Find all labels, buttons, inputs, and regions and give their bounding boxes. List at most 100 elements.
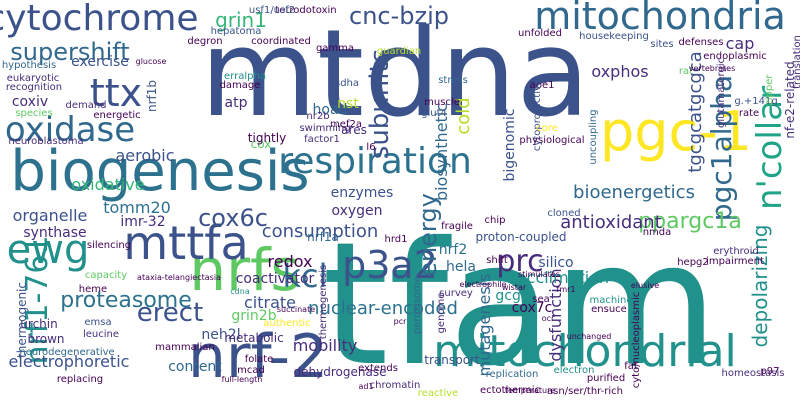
cloud-word: cap xyxy=(725,34,755,53)
cloud-word: g.+141g xyxy=(734,96,778,107)
cloud-word: electrophile xyxy=(459,280,507,289)
cloud-word: brown xyxy=(27,332,65,346)
cloud-word: heme xyxy=(78,284,108,295)
cloud-word: consumption xyxy=(261,221,379,242)
cloud-word: homeostasis xyxy=(721,368,785,379)
cloud-word: tfam xyxy=(321,206,719,404)
cloud-word: redox xyxy=(267,252,313,271)
cloud-word: leucine xyxy=(82,329,120,340)
cloud-word: degron xyxy=(187,36,223,47)
cloud-word: recognition xyxy=(5,82,63,93)
cloud-word: nrf-2 xyxy=(187,322,329,392)
cloud-word: ad1 xyxy=(358,382,374,391)
cloud-word: erect xyxy=(136,298,204,328)
cloud-word: mcad xyxy=(237,365,265,376)
cloud-word: mttfa xyxy=(123,216,249,270)
cloud-word: mammalian xyxy=(155,342,215,353)
cloud-word: rate xyxy=(738,108,760,119)
cloud-word: respiration xyxy=(278,141,472,182)
cloud-word: urchin xyxy=(20,317,58,331)
cloud-word: erythroid xyxy=(713,246,759,257)
cloud-word: pgc-1 xyxy=(599,100,753,163)
cloud-word: fat xyxy=(624,361,638,372)
cloud-word: guardian xyxy=(376,46,422,57)
cloud-word: grin2b xyxy=(231,308,277,324)
cloud-word: survey xyxy=(439,288,473,299)
cloud-word: emsa xyxy=(84,317,112,328)
cloud-word: cox6c xyxy=(198,204,268,232)
cloud-word: cox xyxy=(250,137,272,151)
cloud-word: coordinated xyxy=(251,36,311,47)
cloud-word: wistar xyxy=(501,283,527,292)
cloud-word: silencing xyxy=(86,240,132,251)
cloud-word: nuclear-encoded xyxy=(308,298,458,319)
cloud-word: purified xyxy=(586,373,626,384)
cloud-word: species xyxy=(15,108,53,119)
cloud-word: nrf1b xyxy=(145,79,159,113)
cloud-word: citrate xyxy=(243,293,297,312)
cloud-word: chromatin xyxy=(369,380,421,391)
cloud-word: demand xyxy=(65,100,107,111)
cloud-word: ensuce xyxy=(591,304,627,315)
cloud-word: neurodegenerative xyxy=(19,347,115,358)
cloud-word: full-length xyxy=(221,375,263,384)
cloud-word: gamma xyxy=(315,43,355,54)
cloud-word: glut4 xyxy=(421,108,447,119)
cloud-word: extends xyxy=(358,363,398,374)
cloud-word: hrd1 xyxy=(384,234,408,245)
cloud-word: imr-32 xyxy=(120,214,166,230)
cloud-word: tightly xyxy=(247,131,287,145)
cloud-word: thermogenesis xyxy=(318,264,329,340)
cloud-word: electrophoretic xyxy=(8,352,130,371)
cloud-word: sites xyxy=(650,39,674,50)
cloud-word: reactive xyxy=(417,388,459,399)
cloud-word: p97 xyxy=(760,366,780,377)
cloud-word: hepatoma xyxy=(210,26,262,37)
cloud-word: elusive xyxy=(630,281,660,290)
cloud-word: cyto/nucleoplasmic xyxy=(631,291,642,389)
cloud-word: neuroblastoma xyxy=(8,136,84,147)
cloud-word: acclimation xyxy=(516,268,610,287)
cloud-word: swimming xyxy=(299,123,351,134)
cloud-word: folate xyxy=(244,354,274,365)
cloud-word: bioenergetics xyxy=(573,182,695,203)
cloud-word: aerobic xyxy=(115,146,175,165)
cloud-word: kcl xyxy=(282,257,328,295)
cloud-word: nr2b xyxy=(306,111,330,122)
cloud-word: neh2l xyxy=(201,327,241,343)
cloud-word: hepg2 xyxy=(677,257,709,268)
cloud-word: housekeeping xyxy=(579,31,649,42)
cloud-word: oxygen xyxy=(331,203,383,219)
cloud-word: defenses xyxy=(678,37,724,48)
cloud-word: replacing xyxy=(56,374,104,385)
cloud-word: l6 xyxy=(366,142,376,153)
cloud-word: pcr xyxy=(393,317,407,326)
cloud-word: sea xyxy=(532,294,550,305)
cloud-word: usf1/usf2 xyxy=(248,5,296,16)
cloud-word: ppargc1a xyxy=(638,209,742,234)
cloud-word: metabolic xyxy=(224,331,284,345)
cloud-word: enzymes xyxy=(330,185,394,201)
cloud-word: asn/ser/thr-rich xyxy=(547,386,623,397)
cloud-word: ectothermic xyxy=(479,385,541,396)
cloud-word: oxidase xyxy=(4,110,136,150)
cloud-word: fragile xyxy=(441,221,473,232)
cloud-word: rat xyxy=(678,66,694,77)
cloud-word: dehydrogenase xyxy=(293,365,387,379)
cloud-word: cytochrome xyxy=(0,0,199,39)
cloud-word: ewg xyxy=(6,227,90,273)
cloud-word: energetic xyxy=(93,110,141,121)
cloud-word: hela xyxy=(446,259,476,275)
cloud-word: succinate xyxy=(276,305,316,314)
cloud-word: muscle xyxy=(424,97,460,108)
cloud-word: temperature xyxy=(504,386,556,395)
cloud-word: mitochondrial xyxy=(433,326,737,377)
cloud-word: ataxia-telangiectasia xyxy=(137,273,221,282)
cloud-word: proton-coupled xyxy=(475,230,567,244)
cloud-word: hypothesis xyxy=(1,60,57,71)
cloud-word: nst xyxy=(337,96,359,112)
cloud-word: ttx xyxy=(89,71,143,115)
cloud-word: cloned xyxy=(547,208,581,219)
cloud-word: hoad xyxy=(312,102,348,118)
